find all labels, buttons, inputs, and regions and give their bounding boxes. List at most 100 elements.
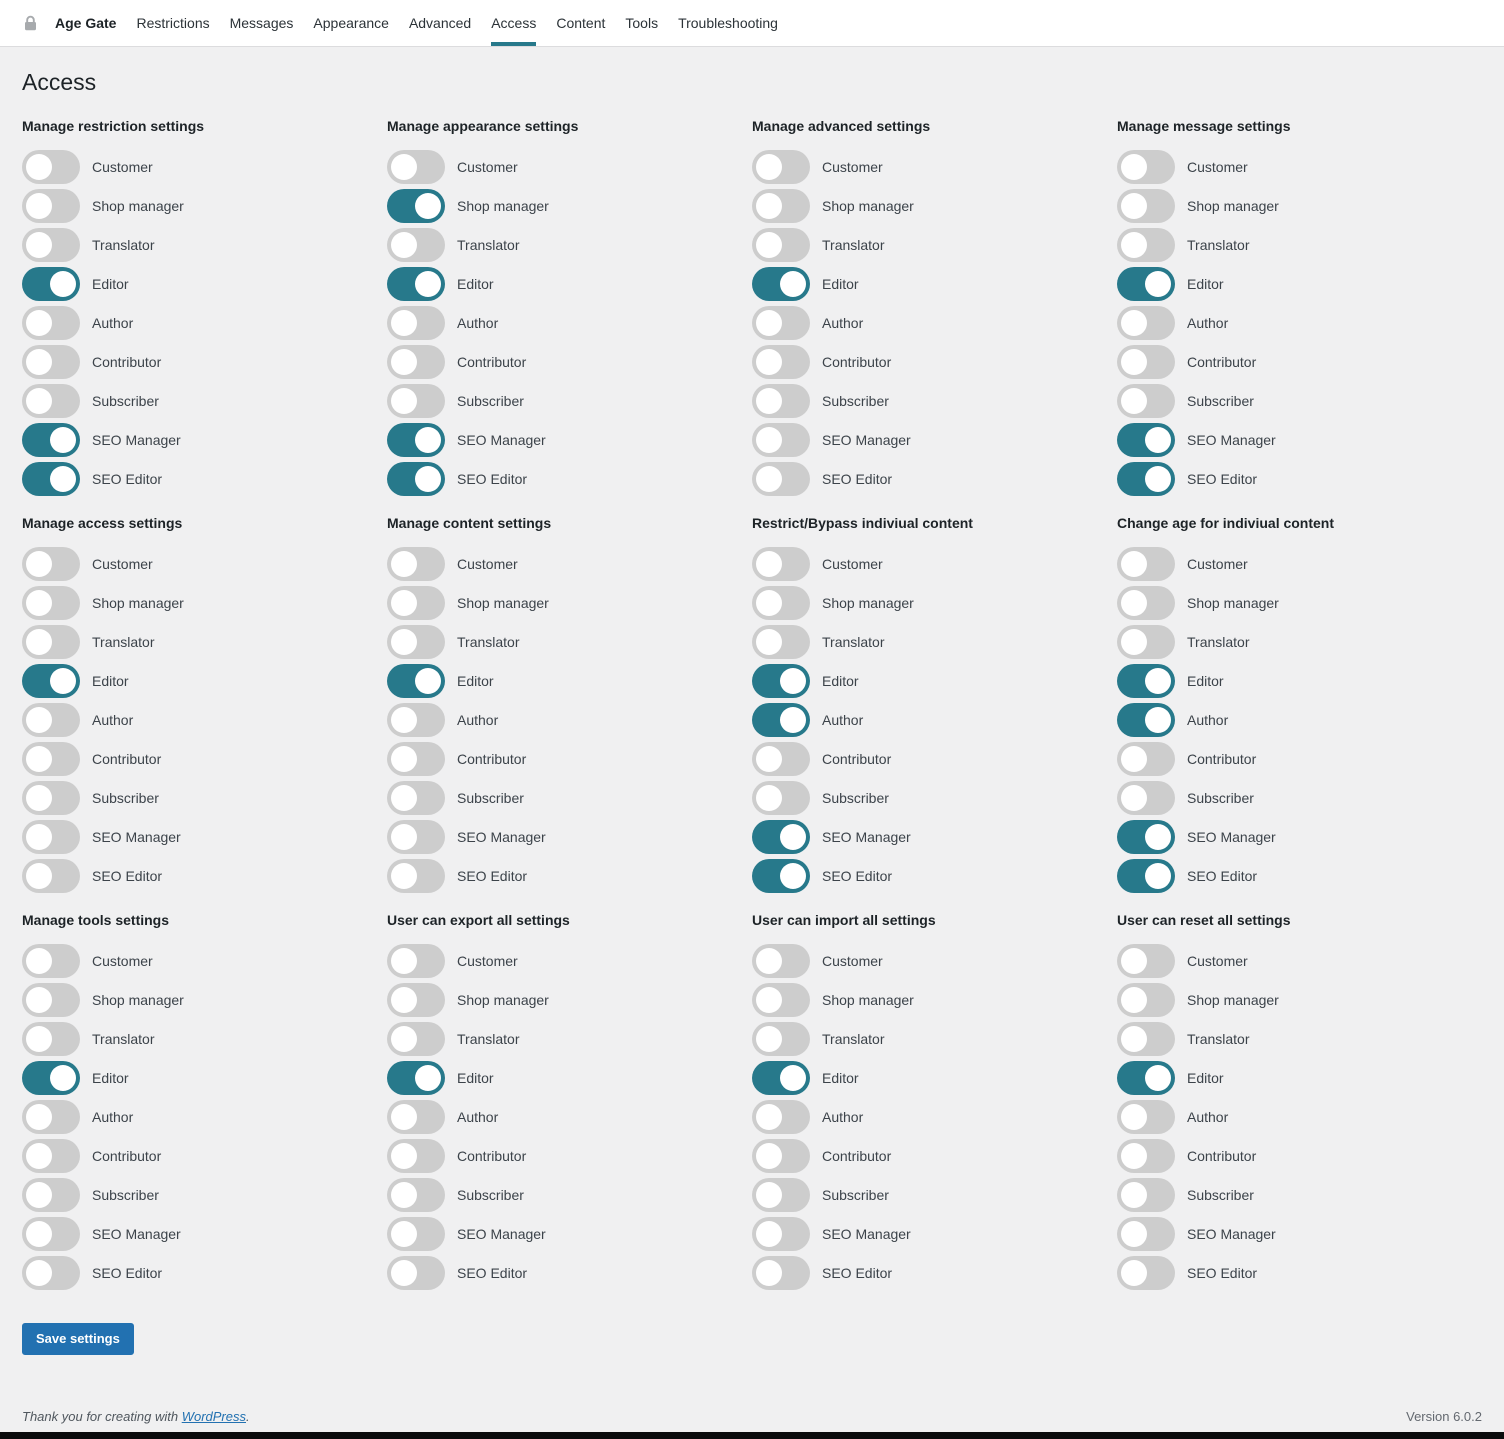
nav-tab-advanced[interactable]: Advanced xyxy=(408,15,472,31)
toggle-seo-editor[interactable] xyxy=(1117,1256,1175,1291)
nav-tab-content[interactable]: Content xyxy=(556,15,606,31)
toggle-subscriber[interactable] xyxy=(22,1178,80,1213)
toggle-author[interactable] xyxy=(752,306,810,341)
toggle-translator[interactable] xyxy=(22,1022,80,1057)
toggle-contributor[interactable] xyxy=(1117,742,1175,777)
toggle-seo-manager[interactable] xyxy=(387,423,445,458)
toggle-translator[interactable] xyxy=(22,625,80,660)
toggle-subscriber[interactable] xyxy=(387,1178,445,1213)
nav-tab-messages[interactable]: Messages xyxy=(229,15,294,31)
nav-tab-troubleshooting[interactable]: Troubleshooting xyxy=(678,15,778,31)
toggle-contributor[interactable] xyxy=(752,345,810,380)
toggle-editor[interactable] xyxy=(752,664,810,699)
toggle-editor[interactable] xyxy=(1117,1061,1175,1096)
toggle-author[interactable] xyxy=(752,1100,810,1135)
toggle-customer[interactable] xyxy=(752,547,810,582)
toggle-author[interactable] xyxy=(1117,306,1175,341)
toggle-author[interactable] xyxy=(752,703,810,738)
nav-tab-tools[interactable]: Tools xyxy=(625,15,659,31)
toggle-subscriber[interactable] xyxy=(387,781,445,816)
nav-tab-restrictions[interactable]: Restrictions xyxy=(136,15,210,31)
toggle-subscriber[interactable] xyxy=(1117,781,1175,816)
toggle-shop-manager[interactable] xyxy=(22,189,80,224)
toggle-seo-editor[interactable] xyxy=(387,462,445,497)
toggle-translator[interactable] xyxy=(387,1022,445,1057)
toggle-seo-manager[interactable] xyxy=(752,423,810,458)
toggle-author[interactable] xyxy=(387,306,445,341)
toggle-translator[interactable] xyxy=(752,625,810,660)
toggle-customer[interactable] xyxy=(387,547,445,582)
toggle-editor[interactable] xyxy=(752,1061,810,1096)
toggle-customer[interactable] xyxy=(752,150,810,185)
toggle-translator[interactable] xyxy=(1117,1022,1175,1057)
toggle-seo-editor[interactable] xyxy=(387,1256,445,1291)
toggle-contributor[interactable] xyxy=(1117,345,1175,380)
toggle-subscriber[interactable] xyxy=(752,384,810,419)
toggle-subscriber[interactable] xyxy=(752,781,810,816)
toggle-shop-manager[interactable] xyxy=(1117,586,1175,621)
toggle-contributor[interactable] xyxy=(1117,1139,1175,1174)
toggle-customer[interactable] xyxy=(387,150,445,185)
toggle-contributor[interactable] xyxy=(22,742,80,777)
toggle-translator[interactable] xyxy=(22,228,80,263)
toggle-contributor[interactable] xyxy=(22,1139,80,1174)
toggle-author[interactable] xyxy=(22,703,80,738)
toggle-customer[interactable] xyxy=(387,944,445,979)
toggle-seo-editor[interactable] xyxy=(1117,462,1175,497)
toggle-seo-editor[interactable] xyxy=(752,1256,810,1291)
toggle-contributor[interactable] xyxy=(387,742,445,777)
nav-tab-appearance[interactable]: Appearance xyxy=(313,15,389,31)
toggle-customer[interactable] xyxy=(752,944,810,979)
toggle-shop-manager[interactable] xyxy=(22,983,80,1018)
toggle-shop-manager[interactable] xyxy=(1117,983,1175,1018)
toggle-author[interactable] xyxy=(22,306,80,341)
toggle-contributor[interactable] xyxy=(387,1139,445,1174)
toggle-translator[interactable] xyxy=(387,625,445,660)
toggle-editor[interactable] xyxy=(1117,664,1175,699)
toggle-customer[interactable] xyxy=(22,547,80,582)
toggle-seo-manager[interactable] xyxy=(22,820,80,855)
toggle-seo-editor[interactable] xyxy=(752,859,810,894)
toggle-seo-editor[interactable] xyxy=(1117,859,1175,894)
toggle-subscriber[interactable] xyxy=(1117,384,1175,419)
toggle-subscriber[interactable] xyxy=(1117,1178,1175,1213)
toggle-contributor[interactable] xyxy=(22,345,80,380)
toggle-editor[interactable] xyxy=(22,267,80,302)
toggle-contributor[interactable] xyxy=(752,1139,810,1174)
toggle-customer[interactable] xyxy=(1117,944,1175,979)
toggle-seo-manager[interactable] xyxy=(387,1217,445,1252)
toggle-subscriber[interactable] xyxy=(22,781,80,816)
toggle-author[interactable] xyxy=(22,1100,80,1135)
toggle-seo-manager[interactable] xyxy=(1117,423,1175,458)
toggle-translator[interactable] xyxy=(1117,625,1175,660)
toggle-seo-manager[interactable] xyxy=(22,1217,80,1252)
toggle-seo-editor[interactable] xyxy=(22,859,80,894)
toggle-seo-editor[interactable] xyxy=(22,1256,80,1291)
toggle-customer[interactable] xyxy=(22,150,80,185)
toggle-editor[interactable] xyxy=(387,267,445,302)
toggle-seo-editor[interactable] xyxy=(387,859,445,894)
toggle-translator[interactable] xyxy=(752,1022,810,1057)
toggle-seo-editor[interactable] xyxy=(22,462,80,497)
toggle-editor[interactable] xyxy=(387,1061,445,1096)
toggle-seo-manager[interactable] xyxy=(1117,1217,1175,1252)
toggle-author[interactable] xyxy=(387,1100,445,1135)
toggle-shop-manager[interactable] xyxy=(752,586,810,621)
toggle-author[interactable] xyxy=(1117,703,1175,738)
toggle-shop-manager[interactable] xyxy=(387,983,445,1018)
toggle-contributor[interactable] xyxy=(387,345,445,380)
wordpress-link[interactable]: WordPress xyxy=(181,1409,246,1424)
toggle-subscriber[interactable] xyxy=(22,384,80,419)
toggle-shop-manager[interactable] xyxy=(387,586,445,621)
toggle-author[interactable] xyxy=(1117,1100,1175,1135)
toggle-subscriber[interactable] xyxy=(387,384,445,419)
toggle-editor[interactable] xyxy=(1117,267,1175,302)
toggle-customer[interactable] xyxy=(22,944,80,979)
toggle-author[interactable] xyxy=(387,703,445,738)
toggle-seo-editor[interactable] xyxy=(752,462,810,497)
toggle-translator[interactable] xyxy=(752,228,810,263)
toggle-editor[interactable] xyxy=(752,267,810,302)
toggle-seo-manager[interactable] xyxy=(387,820,445,855)
toggle-editor[interactable] xyxy=(387,664,445,699)
toggle-editor[interactable] xyxy=(22,664,80,699)
